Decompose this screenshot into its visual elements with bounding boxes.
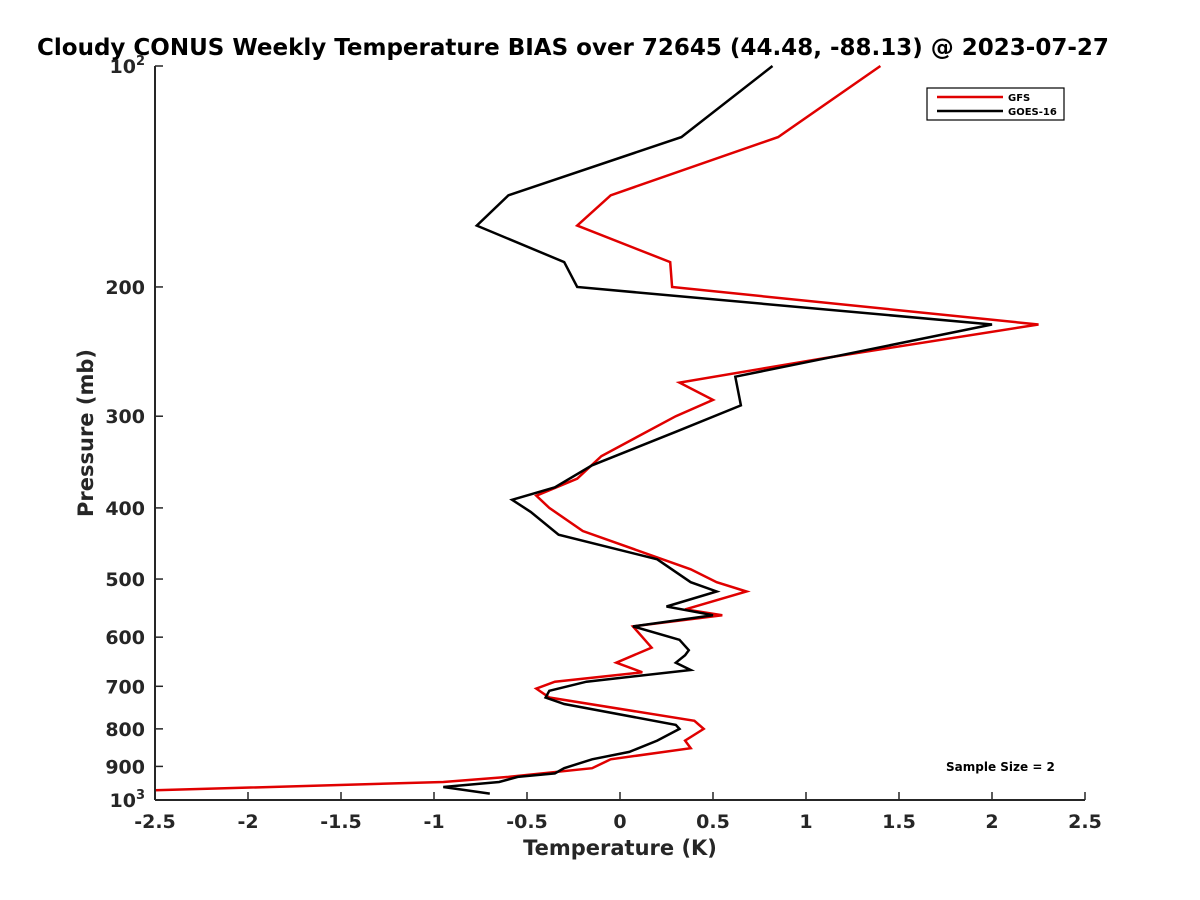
y-ticks: 102 200 300 400 500 600 700 800 900 103 <box>105 54 163 812</box>
x-tick-label: 0.5 <box>696 811 730 833</box>
x-tick-label: 2 <box>985 811 998 833</box>
y-tick-label: 800 <box>105 719 145 741</box>
y-tick-label: 600 <box>105 627 145 649</box>
axes-layer <box>154 66 1085 801</box>
y-tick-label: 400 <box>105 498 145 520</box>
chart-title: Cloudy CONUS Weekly Temperature BIAS ove… <box>37 35 1109 61</box>
x-tick-label: 1 <box>799 811 812 833</box>
x-tick-label: -2.5 <box>134 811 176 833</box>
series-layer <box>154 64 1039 795</box>
y-tick-label: 900 <box>105 756 145 778</box>
y-tick-label: 300 <box>105 406 145 428</box>
x-tick-label: -1.5 <box>320 811 362 833</box>
legend-label-gfs: GFS <box>1008 93 1030 104</box>
x-tick-label: 1.5 <box>882 811 916 833</box>
y-tick-label: 103 <box>110 788 146 812</box>
legend-box <box>926 87 1065 121</box>
y-tick-label: 200 <box>105 277 145 299</box>
y-tick-label: 102 <box>110 54 146 78</box>
y-axis-label: Pressure (mb) <box>74 349 98 517</box>
legend-label-goes16: GOES-16 <box>1008 107 1057 118</box>
series-line-goes16 <box>443 65 993 795</box>
x-tick-label: -0.5 <box>506 811 548 833</box>
x-tick-label: 2.5 <box>1068 811 1102 833</box>
x-ticks: -2.5 -2 -1.5 -1 -0.5 0 0.5 1 1.5 2 2.5 <box>134 792 1102 833</box>
y-tick-label: 500 <box>105 569 145 591</box>
x-axis-label: Temperature (K) <box>523 836 717 860</box>
series-line-gfs <box>154 64 1039 792</box>
x-tick-label: -1 <box>423 811 444 833</box>
legend: GFS GOES-16 <box>926 87 1065 121</box>
y-tick-label: 700 <box>105 676 145 698</box>
x-tick-label: -2 <box>237 811 258 833</box>
x-tick-label: 0 <box>613 811 626 833</box>
sample-size-annotation: Sample Size = 2 <box>946 760 1055 774</box>
